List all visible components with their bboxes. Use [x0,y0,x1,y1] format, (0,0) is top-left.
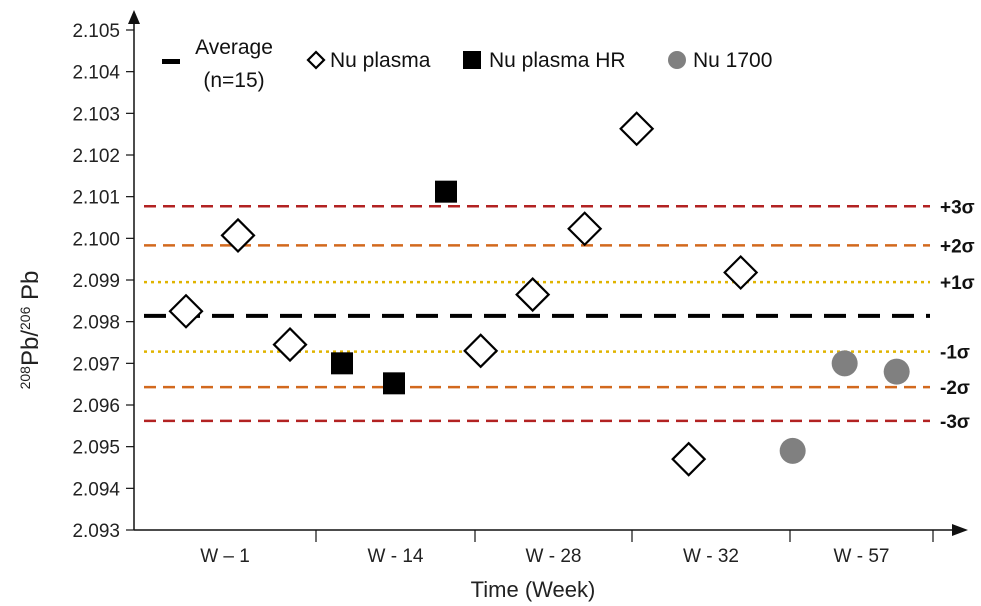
y-axis-title-sup2: 206 [17,306,33,330]
legend-nu-plasma-label: Nu plasma [330,49,431,72]
y-tick-label-4: 2.097 [72,354,120,375]
ref-label-5: -3σ [940,412,970,433]
x-categories: W – 1 W - 14 W - 28 W - 32 W - 57 [200,530,934,567]
x-axis-arrow [952,524,968,536]
y-axis-arrow [128,10,140,24]
y-tick-label-6: 2.099 [72,271,120,292]
legend-nu-1700-label: Nu 1700 [693,49,772,72]
y-tick-label-1: 2.094 [72,479,120,500]
y-axis-title-sup1: 208 [17,366,33,390]
legend-nu-plasma-hr-swatch [463,51,481,69]
legend: Average (n=15) Nu plasma Nu plasma HR Nu 170… [162,36,772,92]
legend-average-label-1: Average [195,36,273,59]
point-nu-1700-2 [883,358,910,385]
axes [128,10,968,536]
data-points [168,111,910,477]
x-category-label-1: W - 14 [368,546,424,567]
point-nu-1700-1 [831,350,858,377]
legend-nu-plasma-hr-label: Nu plasma HR [489,49,626,72]
y-tick-label-12: 2.105 [72,21,120,42]
y-ticks: 2.093 2.094 2.095 2.096 2.097 2.098 2.099 2.100… [72,21,134,542]
point-nu-plasma-3 [463,333,499,369]
point-nu-plasma-hr-0 [331,352,353,375]
point-nu-plasma-0 [168,293,204,329]
legend-nu-plasma-swatch [306,50,326,70]
y-tick-label-9: 2.102 [72,146,120,167]
y-tick-label-7: 2.100 [72,229,120,250]
point-nu-plasma-1 [220,217,256,253]
y-tick-label-8: 2.101 [72,188,120,209]
point-nu-plasma-2 [272,327,308,363]
x-category-label-3: W - 32 [683,546,739,567]
legend-average-swatch [162,59,180,64]
legend-nu-1700-swatch [668,51,686,69]
ref-label-1: +2σ [940,236,975,257]
x-category-label-2: W - 28 [526,546,582,567]
point-nu-plasma-hr-2 [435,180,457,203]
x-category-label-4: W - 57 [834,546,890,567]
point-nu-plasma-5 [567,211,603,247]
x-axis-title: Time (Week) [471,577,596,602]
y-axis-title-main2: Pb [17,271,44,307]
y-tick-label-2: 2.095 [72,438,120,459]
y-tick-label-10: 2.103 [72,104,120,125]
y-tick-label-11: 2.104 [72,63,120,84]
y-tick-label-5: 2.098 [72,313,120,334]
ref-label-3: -1σ [940,343,970,364]
y-axis-title-main1: Pb/ [17,330,44,366]
point-nu-plasma-4 [515,277,551,313]
ref-label-0: +3σ [940,197,975,218]
point-nu-plasma-hr-1 [383,372,405,395]
point-nu-1700-0 [779,437,806,464]
reference-lines: +3σ +2σ +1σ -1σ -2σ -3σ [144,197,975,433]
y-axis-title: 208Pb/206 Pb [17,271,44,390]
x-category-label-0: W – 1 [200,546,250,567]
legend-average-label-2: (n=15) [203,69,264,92]
ref-label-4: -2σ [940,378,970,399]
y-tick-label-0: 2.093 [72,521,120,542]
ref-label-2: +1σ [940,273,975,294]
y-tick-label-3: 2.096 [72,396,120,417]
point-nu-plasma-8 [723,254,759,291]
point-nu-plasma-6 [619,111,655,147]
point-nu-plasma-7 [671,441,707,477]
